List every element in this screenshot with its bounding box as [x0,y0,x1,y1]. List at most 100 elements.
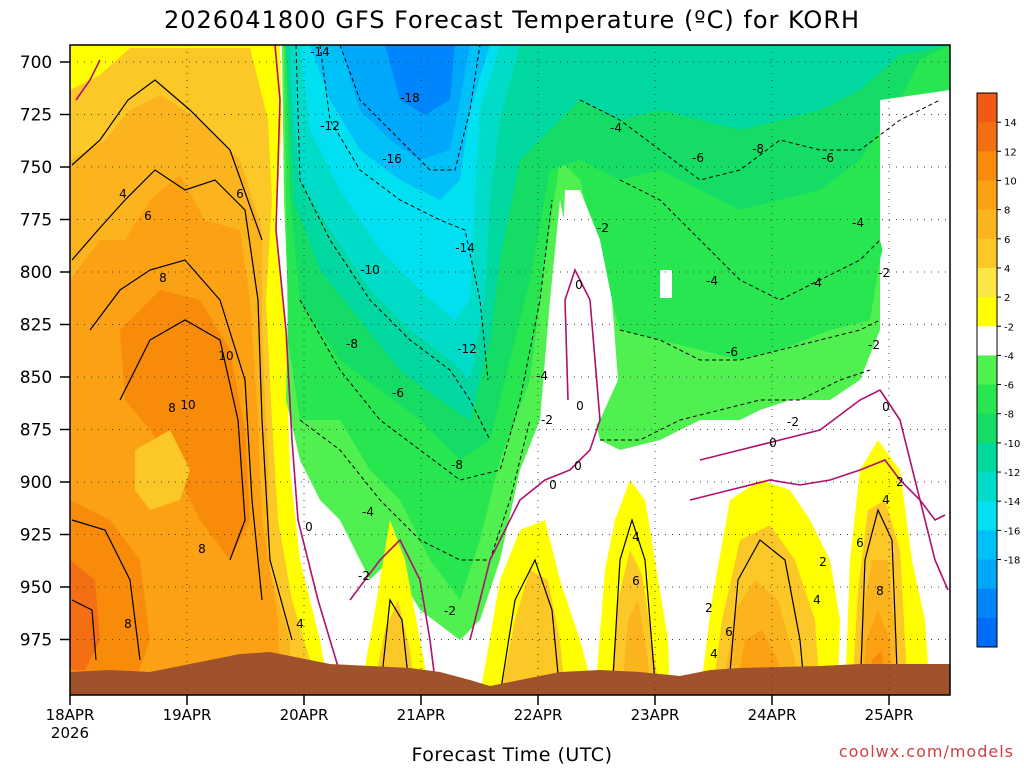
warm-contours [71,79,899,695]
contour-label: 4 [296,617,304,631]
contour-label: 0 [576,399,584,413]
y-tick-label: 700 [20,53,52,73]
contour-label: -2 [787,415,799,429]
colorbar-label: -6 [1004,381,1014,392]
x-tick-label: 18APR [46,706,95,724]
colorbar-swatch [977,209,997,240]
contour-label: 8 [159,271,167,285]
y-tick-label: 850 [20,368,52,388]
colorbar-label: 12 [1004,147,1017,158]
cold-contours [295,45,941,561]
band-8-10C-patch [135,430,190,510]
colorbar-swatch [977,501,997,531]
contour-label: -10 [360,263,380,277]
contour-label: -8 [346,337,358,351]
colorbar-label: -16 [1004,526,1020,537]
colorbar-label: -8 [1004,410,1014,421]
contour-label: 4 [813,593,821,607]
credit-link[interactable]: coolwx.com/models [838,742,1014,761]
y-tick-label: 725 [20,106,52,126]
colorbar-swatch [977,122,997,152]
colorbar-swatch [977,442,997,473]
contour-label: -18 [400,91,420,105]
y-tick-label: 875 [20,421,52,441]
contour-label: 0 [549,478,557,492]
temperature-field [70,45,950,695]
y-tick-label: 950 [20,578,52,598]
contour-labels: -14 -18 -12 -16 -14 -10 -8 -12 -6 -8 -4 -2 -2 -4 -2 0 0 0… [119,45,904,661]
contour-label: -6 [392,386,404,400]
hole-white-2 [660,270,672,298]
y-tick-label: 925 [20,526,52,546]
contour-label: -2 [444,604,456,618]
x-tick-label: 25APR [865,706,914,724]
colorbar-label: -14 [1004,497,1020,508]
contour-label: 0 [305,520,313,534]
colorbar-swatch [977,180,997,211]
colorbar-swatch [977,297,997,327]
colorbar: 14 12 10 8 6 4 2 -2 -4 -6 -8 -10 -12 -14 -16 -18 [976,92,1020,648]
y-tick-label: 975 [20,631,52,651]
x-tick-label: 19APR [163,706,212,724]
contour-label: -2 [868,338,880,352]
x-tick-label: 24APR [748,706,797,724]
y-tick-label: 825 [20,316,52,336]
contour-label: 8 [168,401,176,415]
y-tick-label: 900 [20,473,52,493]
contour-label: 8 [124,617,132,631]
contour-label: -6 [692,151,704,165]
hole-white-1 [562,190,618,440]
colorbar-label: 10 [1004,176,1017,187]
contour-label: -14 [455,241,475,255]
colorbar-label: 6 [1004,235,1010,246]
colorbar-swatch [977,238,997,269]
contour-label: -4 [706,274,718,288]
contour-label: -8 [451,458,463,472]
colorbar-swatch [977,559,997,590]
plot-frame [69,44,951,696]
y-tick-label: 775 [20,211,52,231]
colorbar-swatch [977,326,997,356]
contour-label: 6 [725,625,733,639]
contour-label: -4 [852,216,864,230]
contour-label: -14 [310,45,330,59]
zero-degree-contour [75,45,949,691]
colorbar-swatch [977,93,997,123]
x-subtitle-year: 2026 [51,724,89,742]
contour-label: 8 [876,584,884,598]
contour-label: -2 [878,266,890,280]
contour-label: 6 [144,209,152,223]
colorbar-label: -10 [1004,439,1020,450]
colorbar-label: -4 [1004,351,1014,362]
colorbar-frame [976,92,998,648]
contour-label: -4 [810,276,822,290]
contour-label: 0 [575,278,583,292]
contour-label: -12 [457,342,477,356]
colorbar-label: -2 [1004,322,1014,333]
contour-label: 6 [632,574,640,588]
contour-label: 4 [882,493,890,507]
colorbar-swatch [977,588,997,619]
contour-label: -8 [752,142,764,156]
contour-label: 2 [705,601,713,615]
contour-label: 10 [180,398,195,412]
contour-label: 10 [218,349,233,363]
y-tick-label: 750 [20,158,52,178]
colorbar-swatch [977,151,997,181]
contour-label: -6 [726,345,738,359]
contour-label: 2 [896,475,904,489]
hole-white-3 [880,90,950,370]
colorbar-swatch [977,617,997,648]
band-warm-23c [622,600,650,695]
band-10-12C [120,290,250,560]
colorbar-label: -12 [1004,468,1020,479]
colorbar-swatch [977,267,997,298]
contour-label: 4 [632,530,640,544]
contour-label: 2 [819,555,827,569]
contour-label: 0 [574,459,582,473]
contour-label: 4 [710,647,718,661]
colorbar-label: -18 [1004,556,1020,567]
contour-label: 0 [769,436,777,450]
colorbar-swatch [977,472,997,502]
contour-label: 8 [198,542,206,556]
